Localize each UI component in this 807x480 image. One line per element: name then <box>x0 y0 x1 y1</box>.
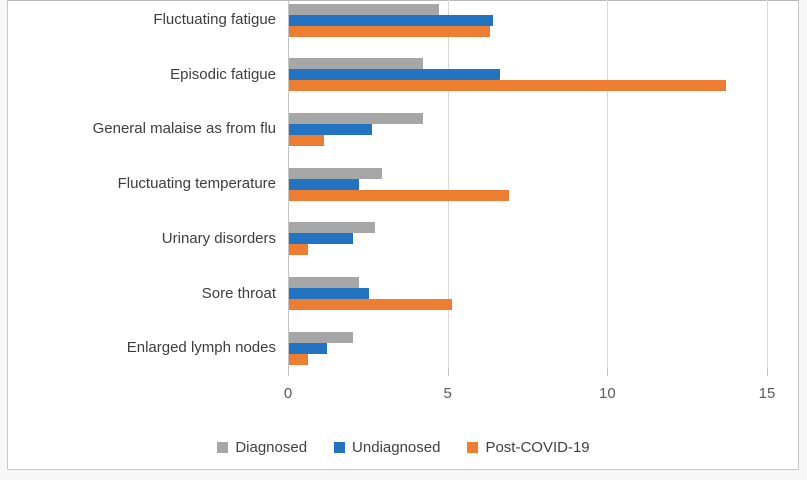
category-label: Urinary disorders <box>161 229 276 247</box>
category-label: Fluctuating temperature <box>117 175 276 193</box>
x-tick-label-15: 15 <box>758 385 776 402</box>
bar-diagnosed-6 <box>289 277 360 288</box>
gridline-x-5 <box>447 0 449 375</box>
tick-mark-x-5 <box>447 368 449 376</box>
legend-swatch-icon <box>334 441 346 453</box>
legend-label: Diagnosed <box>235 438 308 456</box>
legend-swatch-icon <box>467 441 479 453</box>
bar-post-covid-19-2 <box>289 80 727 92</box>
x-tick-label-0: 0 <box>283 385 293 402</box>
x-tick-label-5: 5 <box>443 385 452 402</box>
bar-diagnosed-2 <box>289 58 424 70</box>
category-axis-line <box>288 0 289 375</box>
bar-post-covid-19-3 <box>289 134 325 146</box>
legend-swatch-icon <box>217 441 229 453</box>
category-label: Sore throat <box>201 284 276 302</box>
x-tick-label-10: 10 <box>598 385 616 402</box>
bar-post-covid-19-6 <box>289 299 452 310</box>
bar-undiagnosed-2 <box>289 69 500 81</box>
bar-diagnosed-1 <box>289 3 440 15</box>
tick-mark-x-15 <box>767 368 768 376</box>
bar-diagnosed-5 <box>289 222 376 234</box>
bar-post-covid-19-7 <box>289 353 309 365</box>
tick-mark-x-10 <box>607 368 609 376</box>
bar-diagnosed-7 <box>289 331 353 343</box>
bar-undiagnosed-6 <box>289 288 369 299</box>
bar-post-covid-19-1 <box>289 25 491 37</box>
legend-label: Undiagnosed <box>352 438 441 456</box>
category-label: Enlarged lymph nodes <box>126 339 276 357</box>
bar-undiagnosed-1 <box>289 14 494 26</box>
gridline-x-15 <box>767 0 768 375</box>
legend-item-diagnosed: Diagnosed <box>217 439 307 456</box>
bar-undiagnosed-4 <box>289 178 360 190</box>
plot-area <box>288 0 791 376</box>
bar-diagnosed-3 <box>289 112 424 124</box>
gridline-x-10 <box>607 0 609 375</box>
bar-post-covid-19-4 <box>289 189 510 201</box>
bar-undiagnosed-5 <box>289 233 353 245</box>
category-label: Episodic fatigue <box>170 65 276 83</box>
bar-post-covid-19-5 <box>289 244 309 256</box>
legend: Diagnosed Undiagnosed Post-COVID-19 <box>0 436 807 458</box>
x-axis-tick-labels: 0 5 10 15 <box>0 385 807 405</box>
category-label: Fluctuating fatigue <box>153 11 276 28</box>
bar-undiagnosed-7 <box>289 342 328 354</box>
legend-item-undiagnosed: Undiagnosed <box>334 439 440 456</box>
category-label: General malaise as from flu <box>92 120 276 138</box>
bar-undiagnosed-3 <box>289 123 373 135</box>
legend-item-post-covid-19: Post-COVID-19 <box>467 438 590 456</box>
bar-diagnosed-4 <box>289 167 382 179</box>
category-axis-labels: Fluctuating fatigue Episodic fatigue Gener… <box>0 0 276 368</box>
legend-label: Post-COVID-19 <box>485 438 590 456</box>
